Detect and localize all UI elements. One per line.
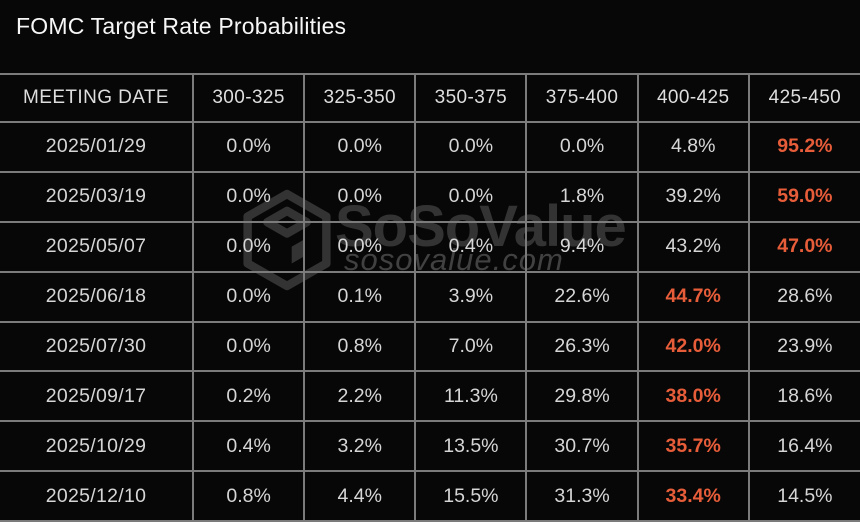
column-header-meeting-date: MEETING DATE: [0, 73, 194, 123]
probability-cell: 0.0%: [191, 270, 306, 323]
probability-cell-highlighted: 35.7%: [636, 420, 750, 473]
probability-cell: 30.7%: [525, 420, 639, 473]
table-row: 2025/05/07 0.0% 0.0% 0.4% 9.4% 43.2% 47.…: [0, 220, 860, 273]
meeting-date-cell: 2025/07/30: [0, 320, 194, 373]
probability-cell: 0.4%: [191, 420, 306, 473]
probability-cell-highlighted: 33.4%: [636, 470, 750, 522]
probability-cell: 14.5%: [747, 470, 860, 522]
probability-cell: 0.0%: [303, 170, 417, 223]
probability-cell: 0.0%: [525, 121, 639, 173]
probability-cell: 0.8%: [191, 470, 306, 522]
probability-cell-highlighted: 44.7%: [636, 270, 750, 323]
table-header-row: MEETING DATE 300-325 325-350 350-375 375…: [0, 73, 860, 123]
probability-cell: 13.5%: [414, 420, 528, 473]
column-header-325-350: 325-350: [303, 73, 417, 123]
probability-cell: 15.5%: [414, 470, 528, 522]
probability-cell: 16.4%: [747, 420, 860, 473]
table-row: 2025/09/17 0.2% 2.2% 11.3% 29.8% 38.0% 1…: [0, 370, 860, 423]
meeting-date-cell: 2025/12/10: [0, 470, 194, 522]
probability-cell: 0.0%: [191, 170, 306, 223]
column-header-425-450: 425-450: [747, 73, 860, 123]
probability-cell-highlighted: 47.0%: [747, 220, 860, 273]
column-header-350-375: 350-375: [414, 73, 528, 123]
probability-cell: 28.6%: [747, 270, 860, 323]
probability-cell: 11.3%: [414, 370, 528, 423]
probability-cell: 26.3%: [525, 320, 639, 373]
meeting-date-cell: 2025/09/17: [0, 370, 194, 423]
probability-cell: 9.4%: [525, 220, 639, 273]
probability-cell: 0.0%: [191, 220, 306, 273]
probability-cell: 29.8%: [525, 370, 639, 423]
probability-cell: 18.6%: [747, 370, 860, 423]
probability-cell: 0.0%: [303, 121, 417, 173]
probability-cell-highlighted: 95.2%: [747, 121, 860, 173]
probability-cell: 0.1%: [303, 270, 417, 323]
probability-cell: 0.0%: [191, 320, 306, 373]
probability-cell: 0.8%: [303, 320, 417, 373]
probability-cell: 3.2%: [303, 420, 417, 473]
table-row: 2025/01/29 0.0% 0.0% 0.0% 0.0% 4.8% 95.2…: [0, 121, 860, 173]
probability-cell: 39.2%: [636, 170, 750, 223]
probability-table: MEETING DATE 300-325 325-350 350-375 375…: [0, 73, 860, 522]
meeting-date-cell: 2025/05/07: [0, 220, 194, 273]
table-row: 2025/03/19 0.0% 0.0% 0.0% 1.8% 39.2% 59.…: [0, 170, 860, 223]
table-row: 2025/10/29 0.4% 3.2% 13.5% 30.7% 35.7% 1…: [0, 420, 860, 473]
meeting-date-cell: 2025/01/29: [0, 121, 194, 173]
page-title: FOMC Target Rate Probabilities: [16, 13, 347, 39]
probability-cell: 4.8%: [636, 121, 750, 173]
probability-cell-highlighted: 59.0%: [747, 170, 860, 223]
meeting-date-cell: 2025/10/29: [0, 420, 194, 473]
probability-table-container: MEETING DATE 300-325 325-350 350-375 375…: [0, 73, 860, 522]
panel-header: FOMC Target Rate Probabilities: [0, 0, 860, 73]
probability-cell: 0.0%: [191, 121, 306, 173]
probability-cell: 7.0%: [414, 320, 528, 373]
meeting-date-cell: 2025/06/18: [0, 270, 194, 323]
probability-cell: 2.2%: [303, 370, 417, 423]
probability-cell: 0.0%: [303, 220, 417, 273]
probability-cell: 43.2%: [636, 220, 750, 273]
probability-cell: 0.0%: [414, 121, 528, 173]
table-row: 2025/12/10 0.8% 4.4% 15.5% 31.3% 33.4% 1…: [0, 470, 860, 522]
probability-cell: 23.9%: [747, 320, 860, 373]
probability-cell: 0.2%: [191, 370, 306, 423]
table-row: 2025/07/30 0.0% 0.8% 7.0% 26.3% 42.0% 23…: [0, 320, 860, 373]
column-header-300-325: 300-325: [191, 73, 306, 123]
column-header-400-425: 400-425: [636, 73, 750, 123]
probability-cell: 3.9%: [414, 270, 528, 323]
probability-cell: 0.4%: [414, 220, 528, 273]
probability-cell: 4.4%: [303, 470, 417, 522]
probability-cell-highlighted: 42.0%: [636, 320, 750, 373]
table-row: 2025/06/18 0.0% 0.1% 3.9% 22.6% 44.7% 28…: [0, 270, 860, 323]
probability-cell-highlighted: 38.0%: [636, 370, 750, 423]
probability-cell: 22.6%: [525, 270, 639, 323]
column-header-375-400: 375-400: [525, 73, 639, 123]
meeting-date-cell: 2025/03/19: [0, 170, 194, 223]
probability-cell: 0.0%: [414, 170, 528, 223]
probability-cell: 31.3%: [525, 470, 639, 522]
probability-cell: 1.8%: [525, 170, 639, 223]
